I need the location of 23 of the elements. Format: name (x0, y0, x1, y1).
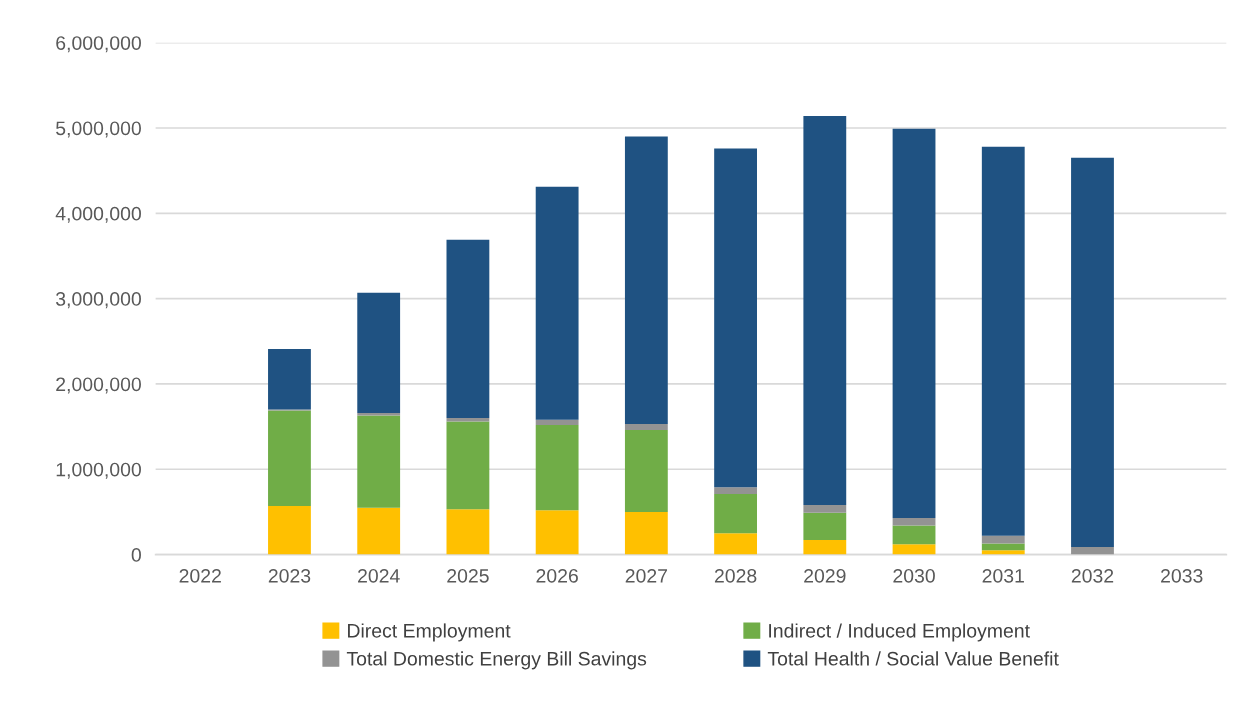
x-tick-label: 2032 (1071, 568, 1114, 583)
y-tick-label: 6,000,000 (56, 36, 141, 53)
x-tick-label: 2025 (447, 568, 489, 583)
legend-label: Direct Employment (348, 623, 511, 642)
legend-label: Indirect / Induced Employment (769, 623, 1030, 642)
y-tick-label: 1,000,000 (56, 462, 141, 479)
x-tick-label: 2022 (179, 568, 221, 583)
legend-label: Total Health / Social Value Benefit (767, 651, 1059, 666)
y-tick-label: 5,000,000 (56, 121, 141, 138)
x-tick-label: 2033 (1161, 568, 1203, 583)
y-tick-label: 2,000,000 (56, 377, 141, 394)
y-tick-label: 0 (131, 548, 141, 562)
legend-label: Total Domestic Energy Bill Savings (346, 651, 647, 670)
x-tick-label: 2026 (536, 568, 578, 583)
x-tick-label: 2029 (804, 568, 846, 583)
y-tick-label: 3,000,000 (55, 292, 141, 309)
y-tick-label: 4,000,000 (55, 206, 141, 223)
x-tick-label: 2023 (268, 568, 311, 583)
x-tick-label: 2028 (714, 568, 757, 583)
x-tick-label: 2030 (893, 568, 935, 583)
x-tick-label: 2024 (358, 568, 400, 583)
x-tick-label: 2027 (625, 568, 668, 583)
x-tick-label: 2031 (982, 568, 1024, 583)
